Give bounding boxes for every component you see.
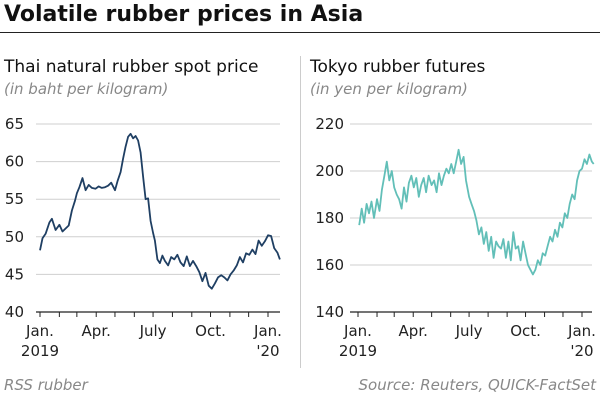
- right-x-tick-label: July: [455, 322, 483, 340]
- figure-title: Volatile rubber prices in Asia: [4, 2, 364, 27]
- right-x-tick-label: Oct.: [510, 322, 541, 340]
- right-y-tick-label: 200: [315, 162, 344, 180]
- right-y-tick-label: 160: [315, 256, 344, 274]
- left-panel-subtitle: (in baht per kilogram): [4, 80, 169, 98]
- right-x-tick-label: Jan.: [567, 322, 596, 340]
- right-y-tick-label: 180: [315, 209, 344, 227]
- left-x-tick-label: Jan.: [25, 322, 54, 340]
- right-panel-subtitle: (in yen per kilogram): [310, 80, 468, 98]
- left-y-tick-label: 55: [5, 190, 24, 208]
- right-x-tick-label: Jan.: [343, 322, 372, 340]
- right-y-tick-label: 140: [315, 303, 344, 321]
- source-note: Source: Reuters, QUICK-FactSet: [358, 376, 596, 394]
- left-x-tick-year: '20: [256, 342, 279, 360]
- left-y-tick-label: 45: [5, 265, 24, 283]
- right-series-line: [358, 148, 595, 276]
- left-panel-title: Thai natural rubber spot price: [4, 57, 259, 77]
- left-x-tick-label: Apr.: [82, 322, 111, 340]
- title-rule: [0, 32, 600, 33]
- left-y-tick-label: 40: [5, 303, 24, 321]
- left-series-line: [39, 132, 281, 290]
- right-x-tick-year: 2019: [339, 342, 377, 360]
- right-y-tick-label: 220: [315, 115, 344, 133]
- left-x-tick-year: 2019: [21, 342, 59, 360]
- left-y-tick-label: 65: [5, 115, 24, 133]
- right-x-tick-label: Apr.: [399, 322, 428, 340]
- footer-label: RSS rubber: [4, 376, 88, 394]
- left-x-tick-label: Jan.: [253, 322, 282, 340]
- left-x-tick-label: July: [139, 322, 167, 340]
- panel-divider: [300, 56, 301, 368]
- left-y-tick-label: 60: [5, 153, 24, 171]
- left-y-tick-label: 50: [5, 228, 24, 246]
- right-panel-title: Tokyo rubber futures: [310, 57, 486, 77]
- right-x-tick-year: '20: [570, 342, 593, 360]
- left-x-tick-label: Oct.: [195, 322, 226, 340]
